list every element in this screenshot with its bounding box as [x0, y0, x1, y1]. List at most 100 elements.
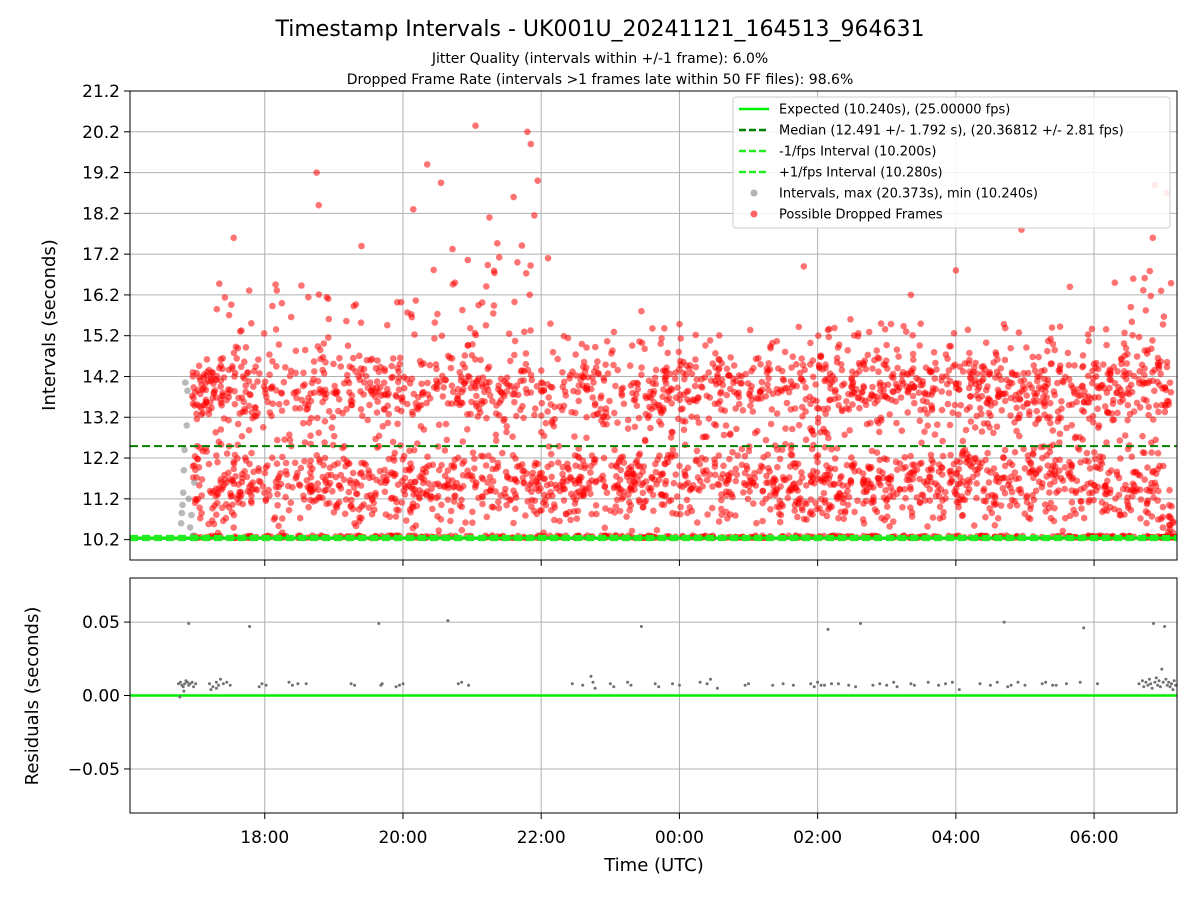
dropped-frame-point — [965, 476, 972, 484]
dropped-frame-point — [706, 337, 714, 344]
dropped-frame-point — [562, 510, 570, 518]
dropped-frame-point — [636, 498, 643, 506]
dropped-frame-point — [1127, 506, 1135, 514]
dropped-frame-point — [300, 419, 307, 427]
dropped-frame-point — [1002, 324, 1009, 332]
dropped-frame-point — [1073, 398, 1080, 406]
dropped-frame-point — [1059, 377, 1066, 385]
dropped-frame-point — [1144, 509, 1152, 517]
dropped-frame-point — [907, 452, 914, 460]
dropped-frame-point — [732, 465, 740, 473]
dropped-frame-point — [328, 424, 336, 432]
residual-point — [178, 695, 182, 699]
dropped-frame-point — [670, 479, 678, 487]
dropped-frame-point — [1065, 401, 1073, 409]
dropped-frame-point — [499, 449, 506, 457]
dropped-frame-point — [632, 459, 640, 466]
dropped-frame-point — [1031, 367, 1039, 375]
top-y-tick-label: 21.2 — [82, 82, 120, 102]
dropped-frame-point — [937, 486, 945, 493]
interval-point — [184, 387, 191, 395]
dropped-frame-point — [649, 325, 656, 332]
dropped-frame-point — [751, 469, 758, 477]
dropped-frame-point — [368, 355, 376, 363]
dropped-frame-point — [241, 405, 248, 413]
dropped-frame-point — [841, 491, 848, 499]
residual-point — [287, 680, 291, 684]
dropped-frame-point — [1035, 467, 1042, 474]
dropped-frame-point — [196, 504, 203, 512]
dropped-frame-point — [208, 375, 215, 383]
dropped-frame-point — [727, 430, 734, 438]
dropped-frame-point — [785, 388, 793, 396]
dropped-frame-point — [848, 462, 855, 469]
dropped-frame-point — [1128, 453, 1136, 461]
dropped-frame-point — [474, 377, 481, 384]
dropped-frame-point — [450, 462, 458, 470]
dropped-frame-point — [261, 489, 268, 497]
dropped-frame-point — [434, 443, 442, 450]
dropped-frame-point — [326, 479, 334, 487]
dropped-frame-point — [612, 382, 619, 390]
residual-point — [214, 686, 218, 690]
dropped-frame-point — [638, 364, 645, 371]
dropped-frame-point — [439, 393, 447, 400]
dropped-frame-point — [511, 351, 518, 359]
dropped-frame-point — [930, 349, 938, 356]
dropped-frame-point — [1039, 454, 1046, 462]
residual-point — [892, 680, 896, 684]
dropped-frame-point — [628, 342, 636, 349]
dropped-frame-point — [252, 404, 259, 412]
dropped-frame-point — [997, 376, 1005, 384]
dropped-frame-point — [383, 477, 391, 485]
dropped-frame-point — [1149, 416, 1157, 423]
dropped-frame-point — [316, 493, 324, 501]
dropped-frame-point — [594, 358, 601, 365]
dropped-frame-point — [630, 472, 638, 479]
dropped-frame-point — [363, 356, 371, 364]
dropped-frame-point — [676, 365, 683, 373]
dropped-frame-point — [843, 398, 850, 405]
dropped-frame-point — [278, 390, 286, 397]
dropped-frame-point — [716, 356, 723, 364]
dropped-frame-point — [750, 500, 757, 507]
dropped-frame-point — [688, 370, 696, 378]
dropped-frame-point — [844, 482, 851, 489]
dropped-frame-point — [796, 369, 804, 377]
dropped-frame-point — [447, 507, 455, 515]
dropped-frame-point — [412, 297, 420, 304]
dropped-frame-point — [272, 478, 280, 486]
dropped-frame-point — [219, 389, 226, 397]
dropped-frame-point — [1056, 467, 1063, 474]
residual-point — [353, 683, 357, 687]
dropped-frame-point — [952, 485, 960, 492]
dropped-frame-point — [580, 373, 587, 381]
dropped-frame-point — [583, 344, 590, 351]
bottom-x-tick-label: 06:00 — [1070, 828, 1119, 848]
dropped-frame-point — [242, 382, 249, 389]
dropped-frame-point — [473, 392, 480, 400]
dropped-frame-point — [381, 488, 389, 496]
residual-point — [296, 682, 300, 686]
legend-label: Intervals, max (20.373s), min (10.240s) — [779, 187, 1038, 202]
dropped-frame-point — [880, 387, 887, 394]
dropped-frame-point — [1146, 267, 1154, 275]
dropped-frame-point — [610, 361, 617, 369]
dropped-frame-point — [511, 398, 518, 406]
dropped-frame-point — [248, 449, 255, 457]
dropped-frame-point — [497, 492, 505, 499]
dropped-frame-point — [374, 398, 382, 405]
dropped-frame-point — [342, 496, 350, 503]
dropped-frame-point — [214, 458, 221, 466]
dropped-frame-point — [358, 242, 365, 250]
dropped-frame-point — [1017, 377, 1024, 385]
dropped-frame-point — [730, 362, 738, 369]
dropped-frame-point — [228, 492, 236, 500]
dropped-frame-point — [1094, 405, 1101, 413]
dropped-frame-point — [531, 212, 538, 219]
dropped-frame-point — [476, 409, 484, 416]
dropped-frame-point — [1041, 367, 1048, 374]
dropped-frame-point — [955, 465, 963, 473]
dropped-frame-point — [712, 350, 719, 357]
dropped-frame-point — [809, 373, 817, 381]
